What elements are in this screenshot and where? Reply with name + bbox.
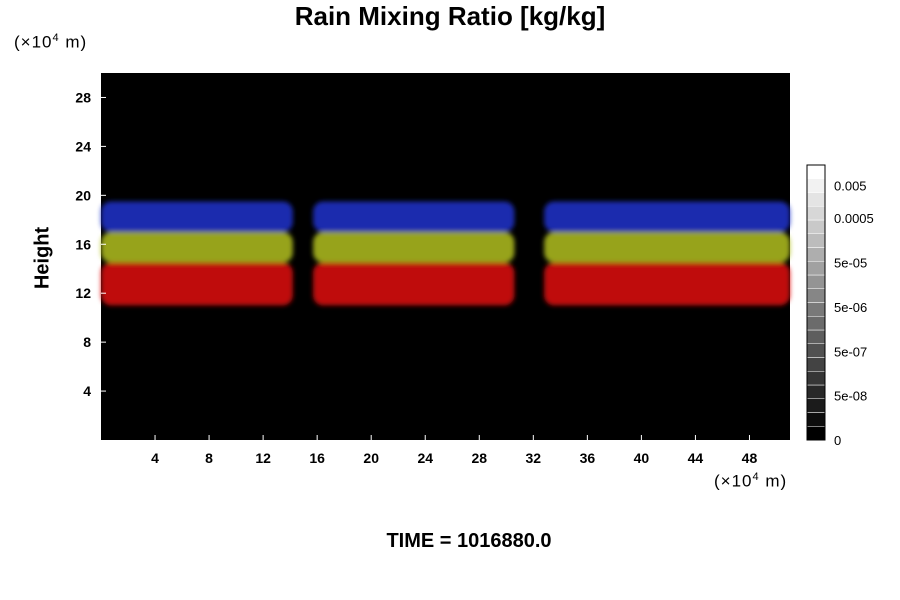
y-tick-label: 20: [75, 187, 91, 203]
colorbar-swatch: [806, 233, 826, 248]
x-tick: 36: [580, 435, 596, 466]
y-tick: 4: [83, 383, 106, 399]
x-tick: 40: [634, 435, 650, 466]
x-tick: 12: [255, 435, 271, 466]
x-tick: 20: [363, 435, 379, 466]
colorbar-swatch: [806, 192, 826, 207]
x-axis-ticks: 4 8 12 16 20 24 28 32 36 40 44 48: [151, 435, 757, 466]
colorbar-swatch: [806, 357, 826, 372]
colorbar-label: 5e-06: [834, 300, 867, 315]
x-tick-label: 8: [205, 450, 213, 466]
x-tick-label: 24: [417, 450, 433, 466]
colorbar-frame: [806, 164, 826, 441]
colorbar-swatch: [806, 288, 826, 303]
colorbar-label: 0.005: [834, 179, 867, 194]
x-tick: 32: [526, 435, 542, 466]
x-tick-label: 16: [309, 450, 325, 466]
rain-layer-bottom: [313, 262, 515, 306]
y-tick: 20: [75, 187, 106, 203]
colorbar-label: 5e-07: [834, 344, 867, 359]
x-tick: 44: [688, 435, 704, 466]
rain-layer-middle: [101, 232, 293, 263]
colorbar-label: 0: [834, 433, 841, 448]
x-tick-label: 36: [580, 450, 596, 466]
colorbar-swatch: [806, 371, 826, 386]
y-tick-label: 16: [75, 236, 91, 252]
rain-layer-middle: [313, 232, 515, 263]
x-tick: 16: [309, 435, 325, 466]
x-tick-label: 48: [742, 450, 758, 466]
x-axis-unit: (×104 m): [714, 471, 788, 491]
y-tick-label: 24: [75, 138, 91, 154]
colorbar-swatch: [806, 426, 826, 441]
colorbar-label: 0.0005: [834, 211, 874, 226]
colorbar-swatch: [806, 178, 826, 193]
colorbar-swatch: [806, 398, 826, 413]
y-tick: 16: [75, 236, 106, 252]
rain-layers: [101, 201, 790, 306]
colorbar-swatch: [806, 384, 826, 399]
y-tick-label: 8: [83, 334, 91, 350]
y-tick: 12: [75, 285, 106, 301]
colorbar-label: 5e-08: [834, 389, 867, 404]
y-axis-unit: (×104 m): [14, 32, 88, 52]
y-tick: 28: [75, 89, 106, 105]
colorbar-swatch: [806, 164, 826, 179]
colorbar-swatch: [806, 302, 826, 317]
y-tick-label: 12: [75, 285, 91, 301]
x-tick: 28: [471, 435, 487, 466]
x-tick: 24: [417, 435, 433, 466]
x-tick-label: 28: [471, 450, 487, 466]
rain-layer-middle: [544, 232, 790, 263]
colorbar-swatch: [806, 343, 826, 358]
y-axis-ticks: 4 8 12 16 20 24 28: [75, 89, 106, 399]
x-tick-label: 4: [151, 450, 159, 466]
x-tick-label: 12: [255, 450, 271, 466]
rain-layer-bottom: [544, 262, 790, 306]
y-tick: 8: [83, 334, 106, 350]
x-tick-label: 44: [688, 450, 704, 466]
colorbar-swatch: [806, 329, 826, 344]
colorbar-label: 5e-05: [834, 256, 867, 271]
y-tick: 24: [75, 138, 106, 154]
x-tick-label: 40: [634, 450, 650, 466]
x-tick: 48: [742, 435, 758, 466]
colorbar: 0 5e-08 5e-07 5e-06 5e-05 0.0005 0.005: [806, 164, 874, 448]
rain-layer-bottom: [101, 262, 293, 306]
rain-layer-top: [101, 201, 293, 233]
colorbar-swatch: [806, 412, 826, 427]
time-label: TIME = 1016880.0: [386, 530, 552, 552]
colorbar-swatch: [806, 247, 826, 262]
x-tick-label: 20: [363, 450, 379, 466]
colorbar-swatch: [806, 316, 826, 331]
rain-layer-top: [313, 201, 515, 233]
x-tick-label: 32: [526, 450, 542, 466]
chart-title: Rain Mixing Ratio [kg/kg]: [294, 1, 606, 31]
x-tick: 8: [205, 435, 213, 466]
colorbar-swatch: [806, 206, 826, 221]
rain-layer-top: [544, 201, 790, 233]
colorbar-swatch: [806, 219, 826, 234]
colorbar-swatch: [806, 274, 826, 289]
colorbar-swatch: [806, 261, 826, 276]
y-tick-label: 4: [83, 383, 91, 399]
x-tick: 4: [151, 435, 159, 466]
y-tick-label: 28: [75, 89, 91, 105]
